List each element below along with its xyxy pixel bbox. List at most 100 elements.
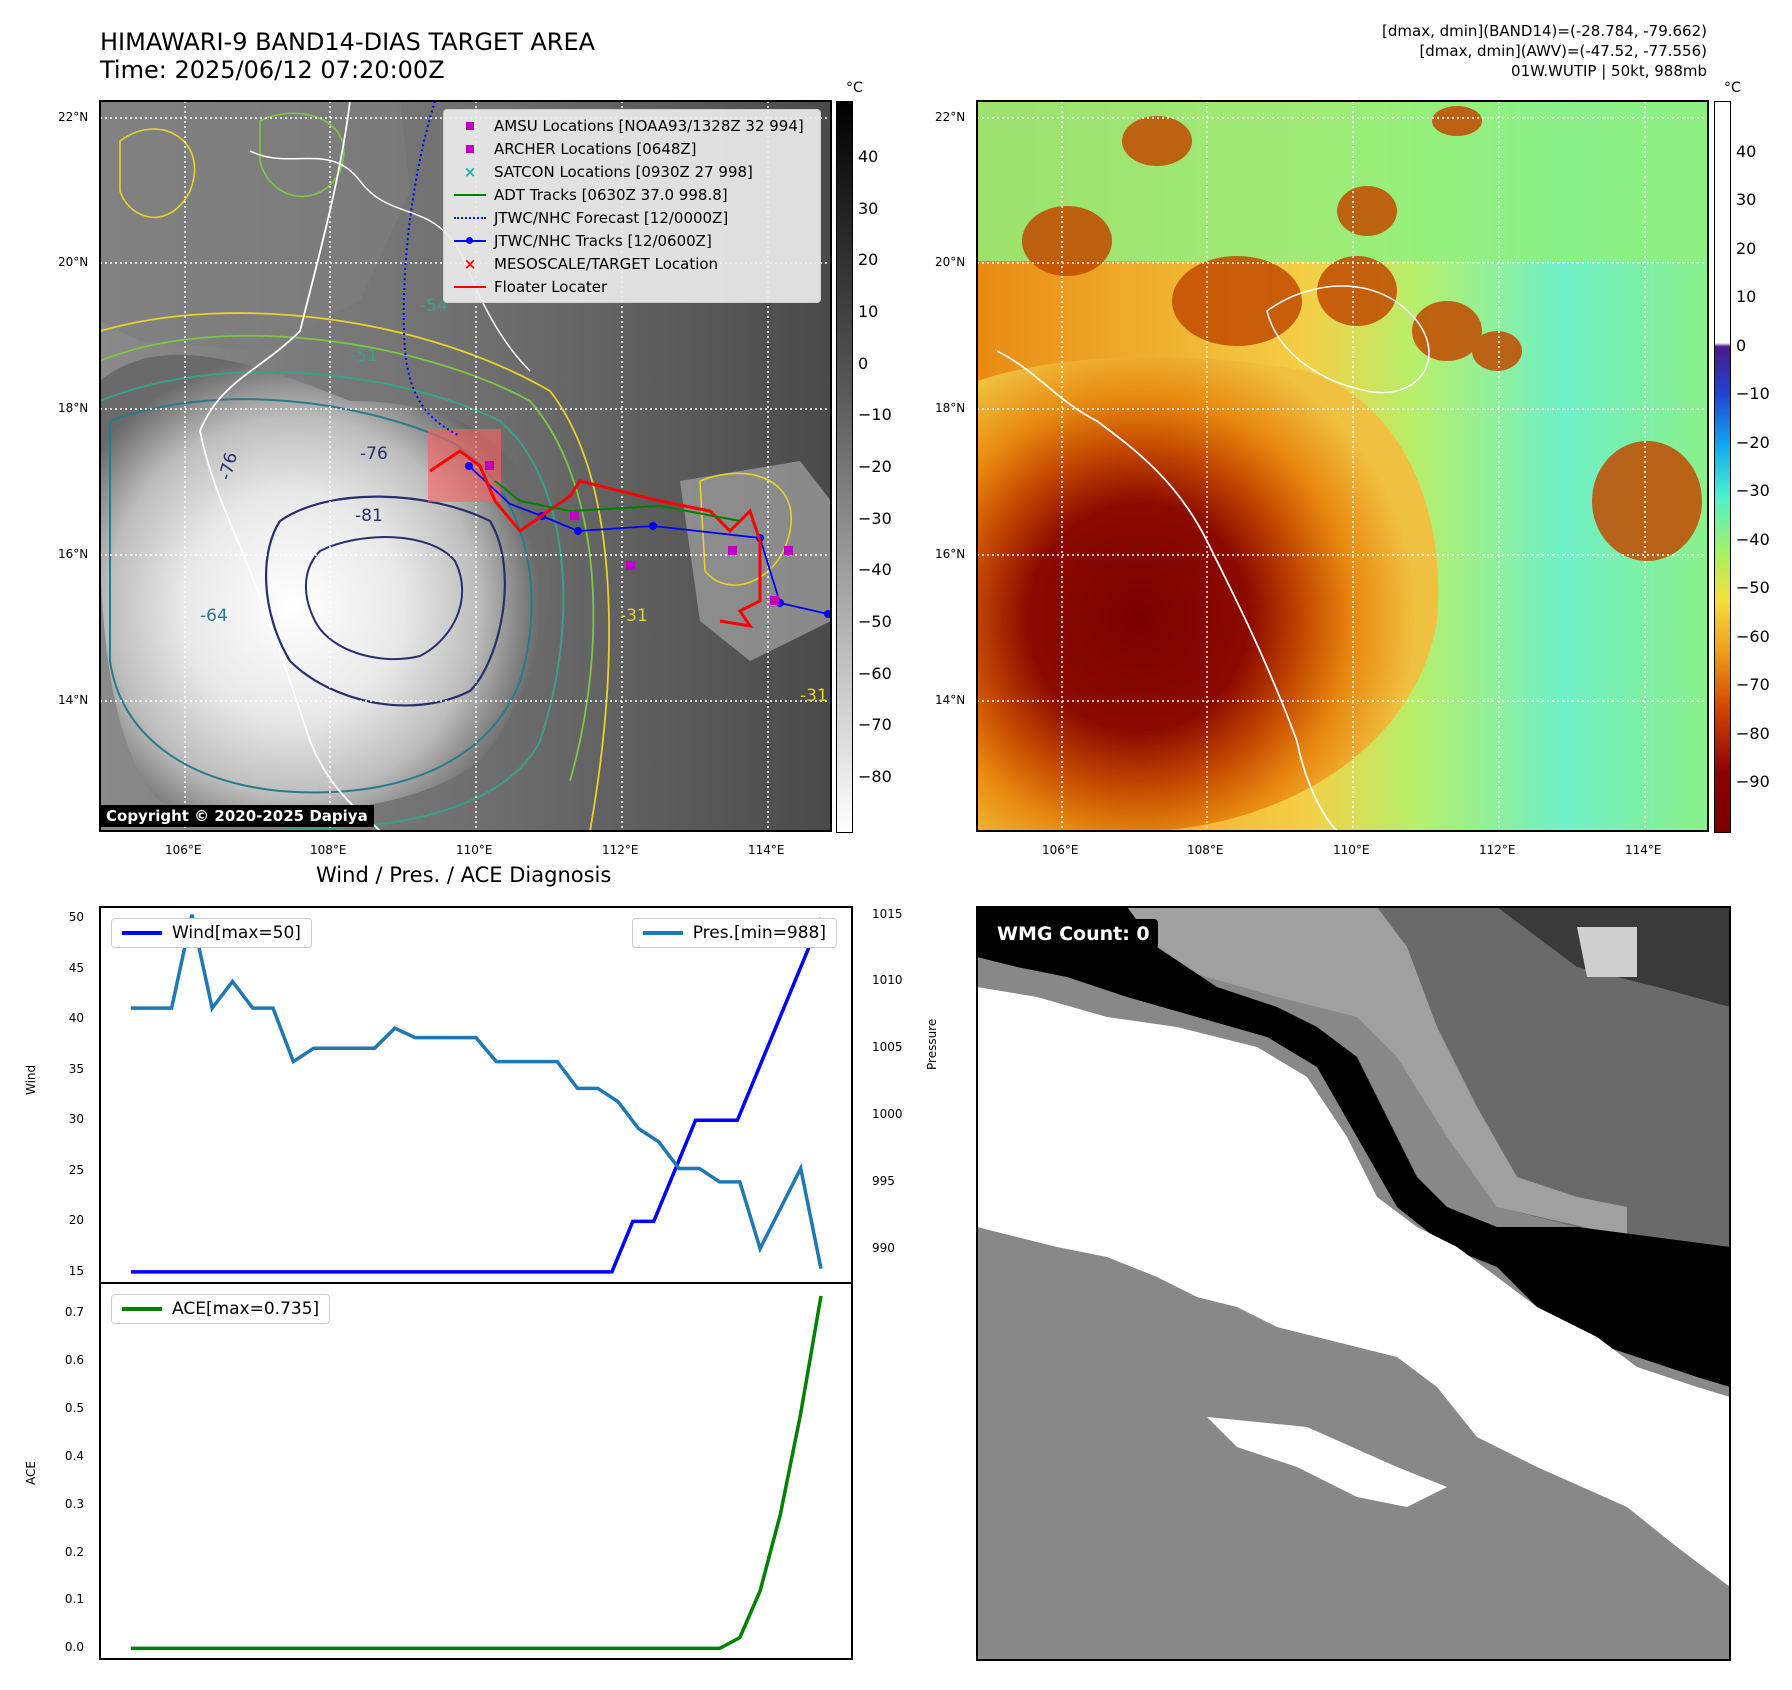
- colorbar-tick-label: 10: [1736, 287, 1757, 307]
- axis-tick-label: 25: [68, 1162, 84, 1177]
- colorbar-tick-label: −40: [858, 560, 892, 580]
- axis-tick-label: 0.7: [64, 1304, 84, 1319]
- lat-label: 16°N: [58, 547, 89, 561]
- lon-label: 112°E: [1479, 843, 1516, 857]
- colorbar-tick-label: 10: [858, 302, 879, 321]
- contour-label-group: -76 -76 -81 -64 -31 -31 -54 -51: [200, 296, 828, 706]
- colorbar-tick-label: −10: [1736, 384, 1770, 404]
- axis-tick-label: 30: [68, 1112, 84, 1127]
- lon-label: 112°E: [602, 843, 639, 857]
- wind-legend: Wind[max=50]: [111, 918, 312, 948]
- jtwc-track: [468, 465, 829, 615]
- colorbar-tick-label: −20: [858, 457, 892, 476]
- lat-label: 20°N: [935, 255, 966, 269]
- ir-map-panel: -76 -76 -81 -64 -31 -31 -54 -51 Copyrigh…: [100, 101, 831, 831]
- legend-item: ADT Tracks [0630Z 37.0 998.8]: [452, 183, 812, 206]
- lat-label: 18°N: [935, 401, 966, 415]
- legend-item: Floater Locater: [452, 275, 812, 298]
- axis-tick-label: 0.1: [64, 1592, 84, 1607]
- coastline-west: [199, 101, 381, 831]
- colorbar-gray: [836, 101, 853, 833]
- ir-map-frame: [99, 100, 832, 832]
- legend-label: MESOSCALE/TARGET Location: [494, 254, 719, 273]
- ace-axes: [99, 1282, 853, 1660]
- legend-item: JTWC/NHC Tracks [12/0600Z]: [452, 229, 812, 252]
- axis-tick-label: 20: [68, 1213, 84, 1228]
- awv-map-frame: [976, 100, 1709, 832]
- colorbar-tick-label: −90: [1736, 772, 1770, 791]
- lat-label: 14°N: [935, 693, 966, 707]
- pres-legend-line: [642, 931, 683, 935]
- axis-tick-label: 0.2: [64, 1544, 84, 1559]
- diag-title: Wind / Pres. / ACE Diagnosis: [316, 863, 612, 887]
- coastline-north: [249, 150, 531, 372]
- wind-legend-line: [122, 931, 162, 935]
- line-dot-icon: [452, 236, 488, 244]
- axis-tick-label: 1000: [872, 1107, 903, 1122]
- lon-label: 110°E: [456, 843, 493, 857]
- wmg-zone-gray-patch: [1277, 1357, 1417, 1447]
- wmg-count-label: WMG Count: 0: [989, 919, 1158, 949]
- wind-series-line: [131, 917, 823, 1274]
- amsu-archer-markers: [485, 461, 793, 605]
- axis-tick-label: 1015: [872, 906, 903, 921]
- awv-cells: [1022, 106, 1702, 561]
- colorbar-tick-label: −50: [858, 612, 892, 631]
- chart-title-line1: HIMAWARI-9 BAND14-DIAS TARGET AREA: [100, 28, 596, 56]
- contour-label: -54: [420, 296, 448, 316]
- legend-item: ARCHER Locations [0648Z]: [452, 137, 812, 160]
- ace-legend-line: [122, 1307, 162, 1311]
- colorbar-tick-label: 0: [858, 353, 869, 373]
- axis-tick-label: 1010: [872, 973, 903, 988]
- info-line-1: [dmax, dmin](BAND14)=(-28.784, -79.662): [1382, 22, 1707, 40]
- axis-tick-label: 0.6: [64, 1352, 84, 1367]
- dotted-line-icon: [452, 216, 488, 219]
- x-marker-icon: ×: [463, 254, 477, 273]
- lon-label: 108°E: [1187, 843, 1224, 857]
- contour-label: -51: [350, 346, 378, 366]
- legend-label: SATCON Locations [0930Z 27 998]: [494, 162, 753, 181]
- contour-41: [100, 334, 595, 782]
- wmg-zone-dark: [977, 907, 1730, 1247]
- wind-pres-plot: [131, 914, 823, 1274]
- square-marker-icon: [452, 144, 488, 153]
- contour-label: -31: [620, 606, 648, 626]
- lat-label: 14°N: [58, 693, 89, 707]
- colorbar-tick-label: −60: [858, 663, 892, 683]
- colorbar-tick-label: −60: [1736, 626, 1770, 646]
- contour-north-a: [119, 128, 196, 219]
- colorbar-tick-label: 20: [858, 250, 879, 270]
- colorbar-tick-label: −80: [1736, 723, 1770, 743]
- chart-title-line2: Time: 2025/06/12 07:20:00Z: [100, 56, 445, 84]
- axis-tick-label: 990: [872, 1240, 895, 1255]
- wind-ylabel: Wind: [24, 1064, 38, 1095]
- ace-legend-label: ACE[max=0.735]: [172, 1299, 320, 1319]
- legend-label: AMSU Locations [NOAA93/1328Z 32 994]: [494, 116, 804, 135]
- wind-legend-label: Wind[max=50]: [172, 923, 301, 943]
- ace-ylabel: ACE: [24, 1461, 38, 1485]
- colorbar-tick-label: 20: [1736, 238, 1757, 258]
- copyright-notice: Copyright © 2020-2025 Dapiya: [100, 805, 374, 827]
- colorbar-tick-label: −50: [1736, 578, 1770, 598]
- contour-north-b: [259, 112, 345, 198]
- lon-label: 114°E: [1625, 843, 1662, 857]
- legend-label: JTWC/NHC Forecast [12/0000Z]: [494, 208, 729, 227]
- lon-label: 106°E: [1042, 843, 1079, 857]
- awv-map-svg: [977, 101, 1708, 831]
- legend-item: × SATCON Locations [0930Z 27 998]: [452, 160, 812, 183]
- lon-label: 114°E: [748, 843, 785, 857]
- awv-map-panel: [977, 101, 1708, 831]
- lon-label: 110°E: [1333, 843, 1370, 857]
- contour-east: [699, 472, 793, 586]
- contour-label: -76: [360, 444, 388, 464]
- lat-label: 22°N: [935, 110, 966, 124]
- contour-label: -64: [200, 606, 228, 626]
- colorbar-tick-label: −30: [858, 508, 892, 528]
- contour-31: [100, 312, 610, 831]
- pressure-series-line: [131, 914, 823, 1269]
- pres-legend-label: Pres.[min=988]: [692, 923, 826, 943]
- legend-label: Floater Locater: [494, 277, 608, 296]
- legend-label: ARCHER Locations [0648Z]: [494, 139, 697, 158]
- line-icon: [452, 193, 488, 196]
- axis-tick-label: 50: [68, 910, 84, 925]
